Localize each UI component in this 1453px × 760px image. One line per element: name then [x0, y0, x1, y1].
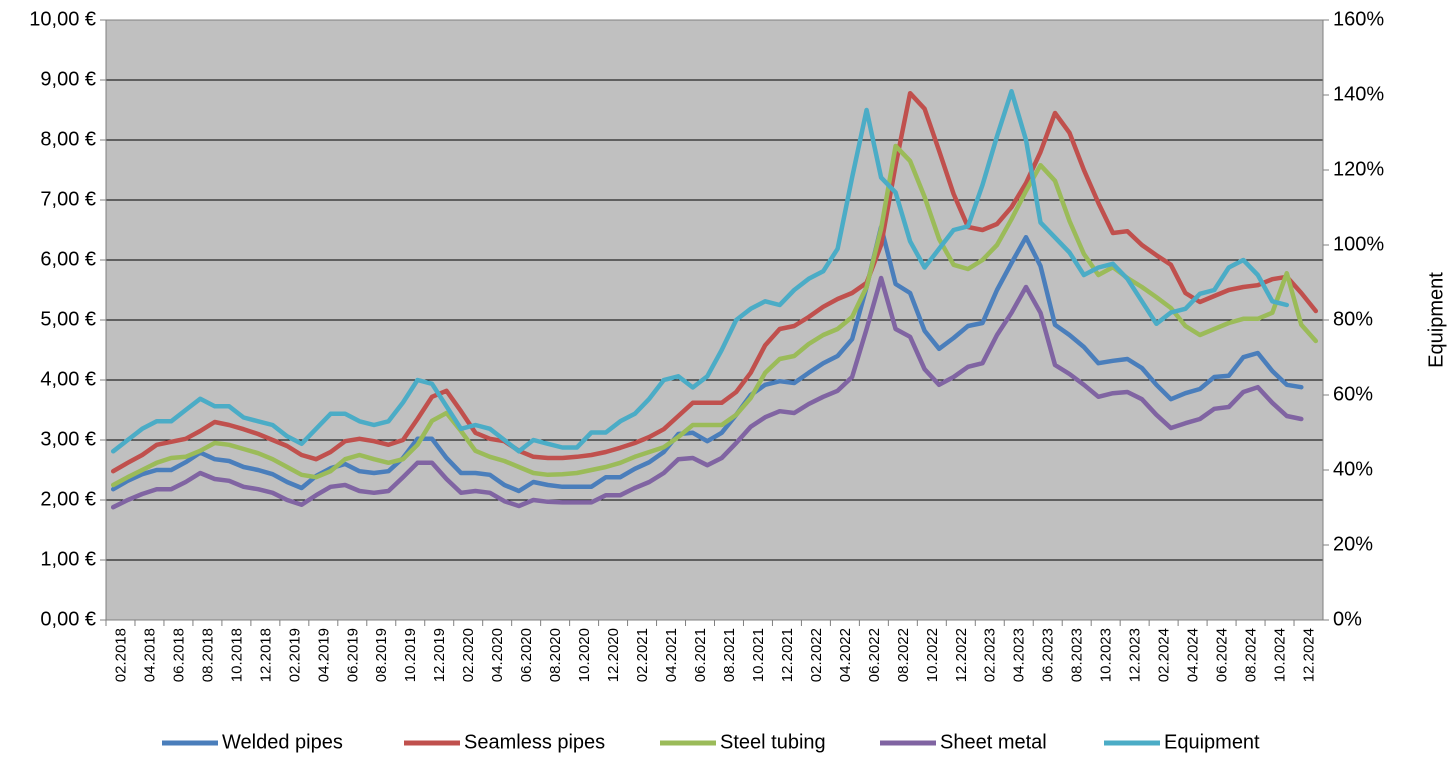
- left-axis-tick-label: 3,00 €: [40, 428, 96, 450]
- left-axis-tick-label: 5,00 €: [40, 308, 96, 330]
- x-axis-tick-label: 12.2019: [431, 628, 448, 682]
- legend-label-seamless-pipes: Seamless pipes: [464, 731, 605, 753]
- x-axis-tick-label: 04.2021: [663, 628, 680, 682]
- gridlines: [106, 79, 1323, 561]
- x-axis-tick-label: 04.2022: [837, 628, 854, 682]
- left-axis-tick-label: 7,00 €: [40, 188, 96, 210]
- series-line-welded-pipes: [110, 224, 1304, 494]
- x-axis-tick-label: 12.2023: [1127, 628, 1144, 682]
- x-axis-tick-label: 02.2022: [808, 628, 825, 682]
- right-axis-tick-labels: 0% 20% 40% 60% 80% 100% 120% 140% 160%: [1323, 8, 1384, 630]
- x-axis-tick-label: 02.2021: [634, 628, 651, 682]
- x-axis-tick-label: 06.2023: [1040, 628, 1057, 682]
- right-axis-tick-label: 20%: [1333, 533, 1373, 555]
- x-axis-tick-label: 10.2022: [924, 628, 941, 682]
- x-axis-tick-label: 10.2024: [1272, 628, 1289, 682]
- right-axis-tick-label: 0%: [1333, 608, 1362, 630]
- right-axis-tick-label: 140%: [1333, 83, 1384, 105]
- x-axis-tick-label: 06.2020: [518, 628, 535, 682]
- x-axis-tick-label: 08.2018: [199, 628, 216, 682]
- x-axis-tick-label: 12.2021: [779, 628, 796, 682]
- x-axis-tick-label: 12.2024: [1300, 628, 1317, 682]
- x-axis-tick-label: 08.2022: [895, 628, 912, 682]
- series-lines: [110, 89, 1319, 510]
- legend-label-welded-pipes: Welded pipes: [222, 731, 343, 753]
- legend-label-equipment: Equipment: [1164, 731, 1260, 753]
- x-axis-tick-label: 10.2023: [1098, 628, 1115, 682]
- x-axis-tick-label: 02.2023: [982, 628, 999, 682]
- x-axis-tick-label: 06.2019: [344, 628, 361, 682]
- series-line-seamless-pipes: [110, 90, 1319, 474]
- x-axis-tick-label: 04.2020: [489, 628, 506, 682]
- x-axis-tick-label: 06.2022: [866, 628, 883, 682]
- left-axis-tick-label: 2,00 €: [40, 488, 96, 510]
- left-axis-tick-label: 6,00 €: [40, 248, 96, 270]
- right-axis-title: Equipment: [1425, 272, 1447, 368]
- legend: Welded pipes Seamless pipes Steel tubing Sh…: [162, 731, 1260, 753]
- x-axis-tick-label: 06.2021: [692, 628, 709, 682]
- x-axis-tick-label: 10.2020: [576, 628, 593, 682]
- x-axis-tick-label: 02.2020: [460, 628, 477, 682]
- left-axis-tick-label: 4,00 €: [40, 368, 96, 390]
- left-axis-tick-label: 10,00 €: [29, 8, 96, 30]
- x-axis-tick-labels: 02.2018 04.2018 06.2018 08.2018 10.2018 12.20…: [105, 620, 1317, 682]
- right-axis-tick-label: 160%: [1333, 8, 1384, 30]
- x-axis-tick-label: 08.2020: [547, 628, 564, 682]
- x-axis-tick-label: 08.2019: [373, 628, 390, 682]
- x-axis-tick-label: 06.2018: [170, 628, 187, 682]
- x-axis-tick-label: 02.2019: [286, 628, 303, 682]
- right-axis-tick-label: 80%: [1333, 308, 1373, 330]
- x-axis-tick-label: 08.2024: [1243, 628, 1260, 682]
- x-axis-tick-label: 08.2021: [721, 628, 738, 682]
- left-axis-tick-label: 0,00 €: [40, 608, 96, 630]
- series-line-equipment: [110, 89, 1290, 454]
- x-axis-tick-label: 02.2024: [1156, 628, 1173, 682]
- x-axis-tick-label: 04.2019: [315, 628, 332, 682]
- x-axis-tick-label: 06.2024: [1214, 628, 1231, 682]
- legend-label-steel-tubing: Steel tubing: [720, 731, 826, 753]
- x-axis-tick-label: 02.2018: [112, 628, 129, 682]
- right-axis-tick-label: 100%: [1333, 233, 1384, 255]
- x-axis-tick-label: 10.2019: [402, 628, 419, 682]
- legend-label-sheet-metal: Sheet metal: [940, 731, 1047, 753]
- x-axis-tick-label: 04.2023: [1011, 628, 1028, 682]
- x-axis-tick-label: 04.2018: [141, 628, 158, 682]
- series-line-sheet-metal: [110, 275, 1304, 510]
- x-axis-tick-label: 08.2023: [1069, 628, 1086, 682]
- right-axis-tick-label: 120%: [1333, 158, 1384, 180]
- right-axis-tick-label: 60%: [1333, 383, 1373, 405]
- right-axis-tick-label: 40%: [1333, 458, 1373, 480]
- x-axis-tick-label: 12.2020: [605, 628, 622, 682]
- left-axis-tick-label: 9,00 €: [40, 68, 96, 90]
- x-axis-tick-label: 12.2018: [257, 628, 274, 682]
- left-axis-tick-label: 1,00 €: [40, 548, 96, 570]
- left-axis-tick-labels: 0,00 € 1,00 € 2,00 € 3,00 € 4,00 € 5,00 € 6,00…: [29, 8, 106, 630]
- x-axis-tick-label: 10.2021: [750, 628, 767, 682]
- x-axis-tick-label: 10.2018: [228, 628, 245, 682]
- x-axis-tick-label: 04.2024: [1185, 628, 1202, 682]
- left-axis-tick-label: 8,00 €: [40, 128, 96, 150]
- x-axis-tick-label: 12.2022: [953, 628, 970, 682]
